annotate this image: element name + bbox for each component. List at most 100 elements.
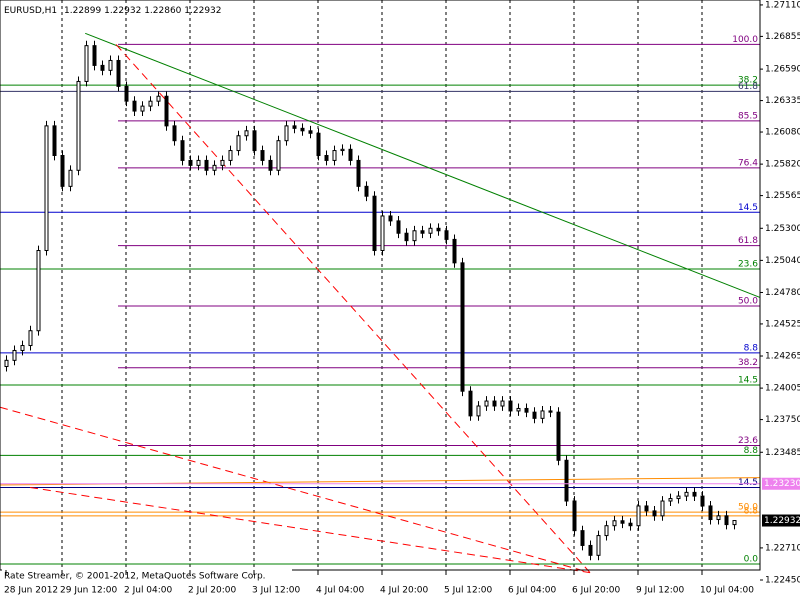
candle-body [92,45,97,66]
candle-body [412,230,417,242]
y-tick-label: 1.24265 [765,352,800,362]
candle-body [148,100,153,107]
candle-body [28,330,33,347]
candle-body [620,520,625,524]
fibo-label: 8.8 [744,446,759,456]
candle-body [124,85,129,102]
candle-body [276,140,281,171]
candle-body [460,262,465,392]
candle-body [660,500,665,517]
candle-body [492,400,497,407]
trendline [115,44,591,573]
candle-body [84,45,89,82]
candle-body [556,411,561,461]
candle-body [404,232,409,242]
candle-body [204,159,209,171]
candle-body [484,400,489,407]
candle-body [68,169,73,187]
fibo-label: 14.5 [738,376,758,386]
candle-body [308,130,313,134]
y-tick-label: 1.25565 [765,191,800,201]
fibo-label: 23.6 [738,436,758,446]
candle-body [284,125,289,142]
candle-body [332,150,337,161]
candle-body [396,220,401,234]
candle-body [380,215,385,252]
candle-body [100,64,105,71]
candle-body [340,148,345,152]
fibo-label: 14.5 [738,203,758,213]
candle-body [652,510,657,517]
y-tick-label: 1.24525 [765,319,800,329]
candle-body [668,498,673,502]
candle-body [604,525,609,537]
y-tick-label: 1.26335 [765,96,800,106]
candle-body [180,140,185,161]
candle-body [236,135,241,152]
candle-body [476,405,481,417]
price-label-box [762,514,800,527]
candle-body [260,150,265,161]
candle-body [140,105,145,112]
candle-body [540,410,545,419]
candle-body [500,400,505,407]
y-tick-label: 1.23750 [765,415,800,425]
x-tick-label: 5 Jul 12:00 [444,586,493,596]
price-label: 1.23230 [764,479,800,489]
y-tick-label: 1.27110 [765,0,800,10]
fibo-label: 8.8 [744,343,759,353]
x-tick-label: 10 Jul 04:00 [700,586,754,596]
plot-frame [0,0,761,571]
candle-body [212,164,217,171]
candle-body [436,227,441,232]
fibo-label: 61.8 [738,236,758,246]
x-tick-label: 2 Jul 20:00 [188,586,237,596]
x-tick-label: 2 Jul 04:00 [124,586,173,596]
y-tick-label: 1.26590 [765,65,800,75]
x-tick-label: 29 Jun 12:00 [60,586,117,596]
y-tick-label: 1.26855 [765,32,800,42]
fibo-label: 8.8 [744,506,759,516]
price-label-box [762,477,800,490]
y-tick-label: 1.22450 [765,576,800,586]
candle-body [132,100,137,112]
candle-body [684,491,689,497]
candle-body [188,159,193,166]
candle-body [356,159,361,187]
candle-body [716,515,721,521]
candle-body [164,95,169,127]
fibo-label: 61.8 [738,82,758,92]
y-tick-label: 1.23485 [765,448,800,458]
candle-body [108,59,113,71]
y-tick-label: 1.22710 [765,543,800,553]
price-label: 1.22932 [764,516,800,526]
header-price: 1.22899 [64,6,101,16]
candle-body [420,230,425,234]
candle-body [252,130,257,152]
x-tick-label: 6 Jul 04:00 [508,586,557,596]
candle-body [708,505,713,521]
y-tick-label: 1.26080 [765,128,800,138]
fibo-label: 38.2 [738,76,758,86]
fibo-label: 14.5 [738,478,758,488]
header-price: 1.22932 [104,6,141,16]
candle-body [428,227,433,234]
candle-body [116,59,121,87]
y-tick-label: 1.24005 [765,384,800,394]
chart-header: EURUSD,H1 1.22899 1.22932 1.22860 1.2293… [4,6,222,16]
symbol: EURUSD,H1 [4,6,57,16]
candle-body [4,359,9,368]
y-tick-label: 1.25820 [765,160,800,170]
x-tick-label: 9 Jul 12:00 [636,586,685,596]
plot-area: 100.038.261.885.576.414.561.823.650.08.8… [0,0,761,574]
candle-body [636,505,641,527]
x-tick-label: 6 Jul 20:00 [572,586,621,596]
candle-body [532,411,537,419]
candle-body [644,505,649,512]
candle-body [172,125,177,142]
fibo-label: 38.2 [738,358,758,368]
candle-body [700,495,705,507]
